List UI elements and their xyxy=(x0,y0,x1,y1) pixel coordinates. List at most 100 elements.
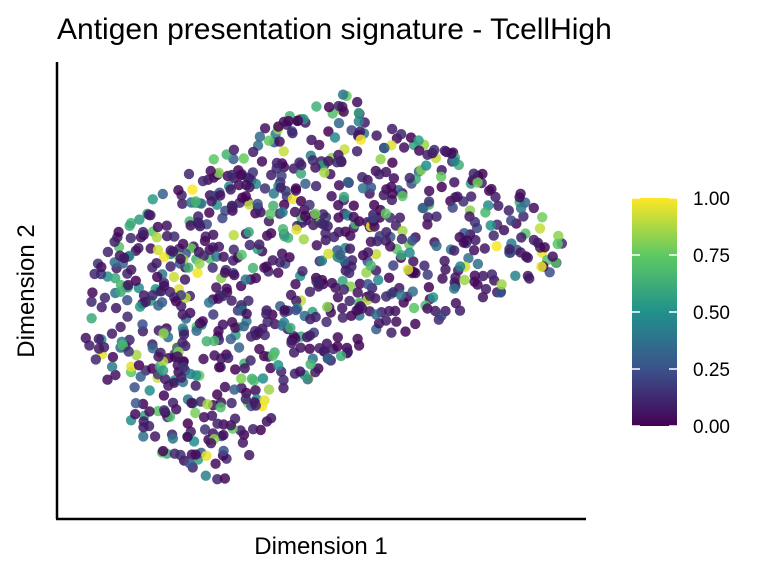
scatter-point xyxy=(344,295,355,307)
scatter-point xyxy=(486,269,498,280)
scatter-point xyxy=(193,218,205,229)
scatter-point xyxy=(297,266,308,277)
scatter-point xyxy=(332,341,343,352)
scatter-point xyxy=(458,237,469,248)
scatter-point xyxy=(245,355,256,366)
scatter-point xyxy=(158,328,169,339)
scatter-point xyxy=(311,240,322,251)
scatter-point xyxy=(294,157,305,168)
scatter-point xyxy=(355,134,366,145)
scatter-point xyxy=(310,208,321,219)
scatter-point xyxy=(328,231,340,243)
scatter-point xyxy=(219,473,231,484)
chart-title: Antigen presentation signature - TcellHi… xyxy=(57,13,612,46)
scatter-point xyxy=(298,234,309,245)
scatter-point xyxy=(213,241,225,252)
x-axis-label: Dimension 1 xyxy=(254,533,387,560)
scatter-point xyxy=(175,449,186,461)
scatter-point xyxy=(110,369,121,381)
scatter-point xyxy=(198,412,210,423)
scatter-point xyxy=(320,235,331,246)
y-axis-label: Dimension 2 xyxy=(13,224,40,357)
scatter-point xyxy=(316,255,328,266)
scatter-point xyxy=(396,129,407,140)
scatter-point xyxy=(211,282,222,293)
scatter-point xyxy=(422,269,433,280)
scatter-point xyxy=(259,123,271,134)
scatter-point xyxy=(137,319,148,330)
scatter-point xyxy=(510,270,521,281)
scatter-point xyxy=(496,279,507,290)
scatter-point xyxy=(194,318,206,329)
scatter-point xyxy=(472,258,484,270)
scatter-point xyxy=(252,198,263,210)
scatter-point xyxy=(338,191,350,203)
scatter-point xyxy=(506,215,517,226)
scatter-point xyxy=(135,371,146,382)
scatter-point xyxy=(171,404,182,415)
scatter-point xyxy=(208,154,219,165)
scatter-point xyxy=(468,168,479,179)
scatter-point xyxy=(244,199,255,210)
scatter-point xyxy=(528,234,540,246)
scatter-point xyxy=(274,136,285,147)
scatter-point xyxy=(344,243,356,254)
scatter-point xyxy=(383,272,395,283)
scatter-point xyxy=(468,245,480,256)
scatter-point xyxy=(205,165,216,177)
scatter-point xyxy=(528,202,539,214)
points-layer xyxy=(80,89,568,485)
scatter-point xyxy=(410,318,421,330)
scatter-point xyxy=(305,359,316,370)
colorbar-legend: 0.00 0.25 0.50 0.75 1.00 xyxy=(632,189,730,438)
scatter-point xyxy=(198,250,209,261)
scatter-point xyxy=(241,179,252,191)
scatter-point xyxy=(173,185,184,196)
scatter-point xyxy=(254,239,265,250)
scatter-point xyxy=(209,335,220,347)
scatter-point xyxy=(398,142,410,153)
scatter-point xyxy=(115,279,127,291)
scatter-point xyxy=(209,350,220,361)
scatter-point xyxy=(353,304,364,315)
scatter-point xyxy=(96,302,107,313)
scatter-point xyxy=(321,316,332,328)
scatter-point xyxy=(125,232,136,244)
scatter-point xyxy=(273,360,284,371)
scatter-point xyxy=(304,286,316,297)
scatter-point xyxy=(93,333,105,345)
scatter-point xyxy=(194,258,205,269)
scatter-point xyxy=(144,385,155,396)
scatter-point xyxy=(201,336,212,347)
scatter-point xyxy=(179,274,191,285)
scatter-point xyxy=(498,225,510,236)
scatter-point xyxy=(365,260,376,271)
scatter-point xyxy=(183,262,194,273)
scatter-point xyxy=(178,362,189,373)
scatter-point xyxy=(390,305,401,317)
scatter-point xyxy=(130,409,141,420)
scatter-point xyxy=(477,270,489,282)
scatter-point xyxy=(404,172,415,184)
scatter-point xyxy=(106,361,118,372)
scatter-point xyxy=(395,290,407,301)
scatter-point xyxy=(138,290,150,301)
scatter-point xyxy=(421,160,432,171)
scatter-point xyxy=(423,282,435,293)
scatter-point xyxy=(314,139,325,151)
scatter-point xyxy=(381,291,392,302)
scatter-point xyxy=(190,407,201,419)
scatter-point xyxy=(396,250,407,261)
scatter-point xyxy=(277,224,289,235)
scatter-point xyxy=(290,304,302,316)
scatter-point xyxy=(333,200,344,211)
scatter-point xyxy=(199,235,211,247)
scatter-point xyxy=(299,210,311,222)
scatter-point xyxy=(236,373,247,384)
scatter-point xyxy=(122,295,133,306)
scatter-point xyxy=(522,252,533,263)
scatter-point xyxy=(265,208,276,220)
scatter-point xyxy=(274,257,286,268)
scatter-point xyxy=(226,397,237,409)
